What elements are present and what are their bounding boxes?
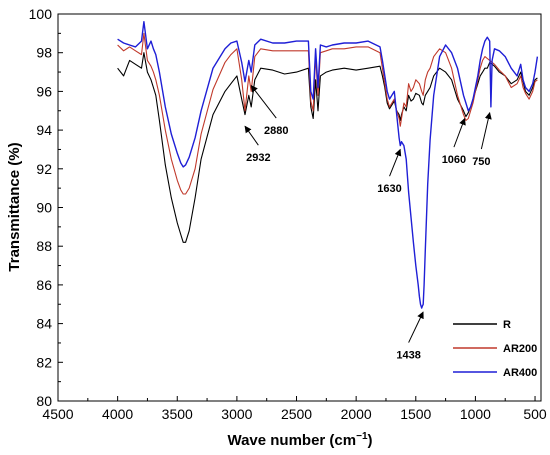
- annotation-label-750: 750: [472, 156, 490, 168]
- x-tick-label: 3500: [162, 406, 193, 422]
- annotation-label-1630: 1630: [377, 183, 401, 195]
- series-line-ar200: [117, 32, 538, 195]
- y-tick-label: 82: [36, 354, 52, 370]
- y-tick-label: 100: [29, 6, 53, 22]
- x-axis-title-tail: ): [368, 432, 373, 449]
- annotations-group: 2932 2880 1630 1060 750 1438: [244, 85, 492, 362]
- x-axis-title-sup: −1: [356, 431, 368, 442]
- annotation-label-2932: 2932: [246, 152, 270, 164]
- series-group: [117, 21, 539, 309]
- x-tick-label: 2500: [281, 406, 312, 422]
- plot-frame: [57, 13, 542, 402]
- x-tick-label: 2000: [341, 406, 372, 422]
- annotation-arrow-750: [480, 112, 492, 150]
- legend: R AR200 AR400: [453, 319, 537, 379]
- y-tick-label: 94: [36, 122, 52, 138]
- x-tick-label: 1500: [400, 406, 431, 422]
- x-axis-title-main: Wave number (cm: [227, 432, 356, 449]
- annotation-arrow-2880: [250, 85, 277, 119]
- y-tick-label: 98: [36, 45, 52, 61]
- y-tick-label: 80: [36, 393, 52, 409]
- x-tick-label: 3000: [221, 406, 252, 422]
- y-tick-label: 86: [36, 277, 52, 293]
- axis-ticks: 4500 4000 3500 3000 2500 2000 1500 1000 500 80 82 8…: [29, 6, 547, 422]
- y-tick-label: 90: [36, 200, 52, 216]
- y-tick-label: 92: [36, 161, 52, 177]
- y-tick-label: 88: [36, 238, 52, 254]
- legend-label-r: R: [503, 319, 511, 331]
- annotation-arrow-1060: [453, 117, 466, 148]
- y-tick-label: 84: [36, 316, 52, 332]
- x-tick-label: 4500: [42, 406, 73, 422]
- annotation-arrow-2932: [244, 125, 259, 146]
- x-axis-title: Wave number (cm−1): [227, 431, 372, 449]
- annotation-arrow-1630: [389, 148, 402, 177]
- y-axis-title: Transmittance (%): [6, 142, 23, 271]
- series-line-ar400: [117, 21, 539, 309]
- legend-label-ar200: AR200: [503, 343, 537, 355]
- annotation-arrow-1438: [408, 311, 424, 343]
- x-tick-label: 1000: [460, 406, 491, 422]
- series-line-r: [117, 52, 538, 243]
- y-tick-label: 96: [36, 83, 52, 99]
- annotation-label-1060: 1060: [442, 154, 466, 166]
- legend-label-ar400: AR400: [503, 367, 537, 379]
- x-tick-label: 4000: [102, 406, 133, 422]
- annotation-label-1438: 1438: [396, 350, 420, 362]
- x-tick-label: 500: [523, 406, 547, 422]
- annotation-label-2880: 2880: [264, 125, 288, 137]
